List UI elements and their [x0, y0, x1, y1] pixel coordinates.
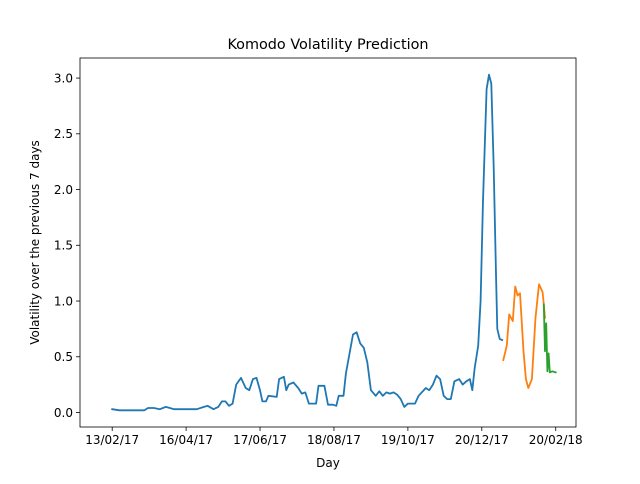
series-layer: [111, 73, 557, 412]
x-axis-label: Day: [316, 456, 340, 470]
y-tick-label: 2.0: [54, 183, 73, 197]
x-tick-label: 17/06/17: [233, 433, 287, 447]
x-tick-label: 19/10/17: [381, 433, 435, 447]
plot-frame: [79, 57, 577, 428]
y-tick-label: 3.0: [54, 71, 73, 85]
y-tick-label: 0.5: [54, 350, 73, 364]
x-axis-ticks: 13/02/17 16/04/17 17/06/17 18/08/17 19/10/17…: [85, 427, 583, 447]
y-tick-label: 1.0: [54, 294, 73, 308]
y-tick-label: 1.5: [54, 239, 73, 253]
chart-title: Komodo Volatility Prediction: [227, 37, 428, 53]
x-tick-label: 13/02/17: [85, 433, 139, 447]
y-tick-label: 2.5: [54, 127, 73, 141]
y-axis-label: Volatility over the previous 7 days: [28, 140, 42, 345]
series-line-2: [502, 283, 546, 389]
series-line-3: [542, 303, 557, 374]
x-tick-label: 16/04/17: [159, 433, 213, 447]
y-tick-label: 0.0: [54, 406, 73, 420]
y-axis-ticks: 0.0 0.5 1.0 1.5 2.0 2.5 3.0: [54, 71, 80, 420]
x-tick-label: 18/08/17: [307, 433, 361, 447]
series-line-1: [111, 73, 504, 412]
x-tick-label: 20/12/17: [455, 433, 509, 447]
x-tick-label: 20/02/18: [529, 433, 583, 447]
